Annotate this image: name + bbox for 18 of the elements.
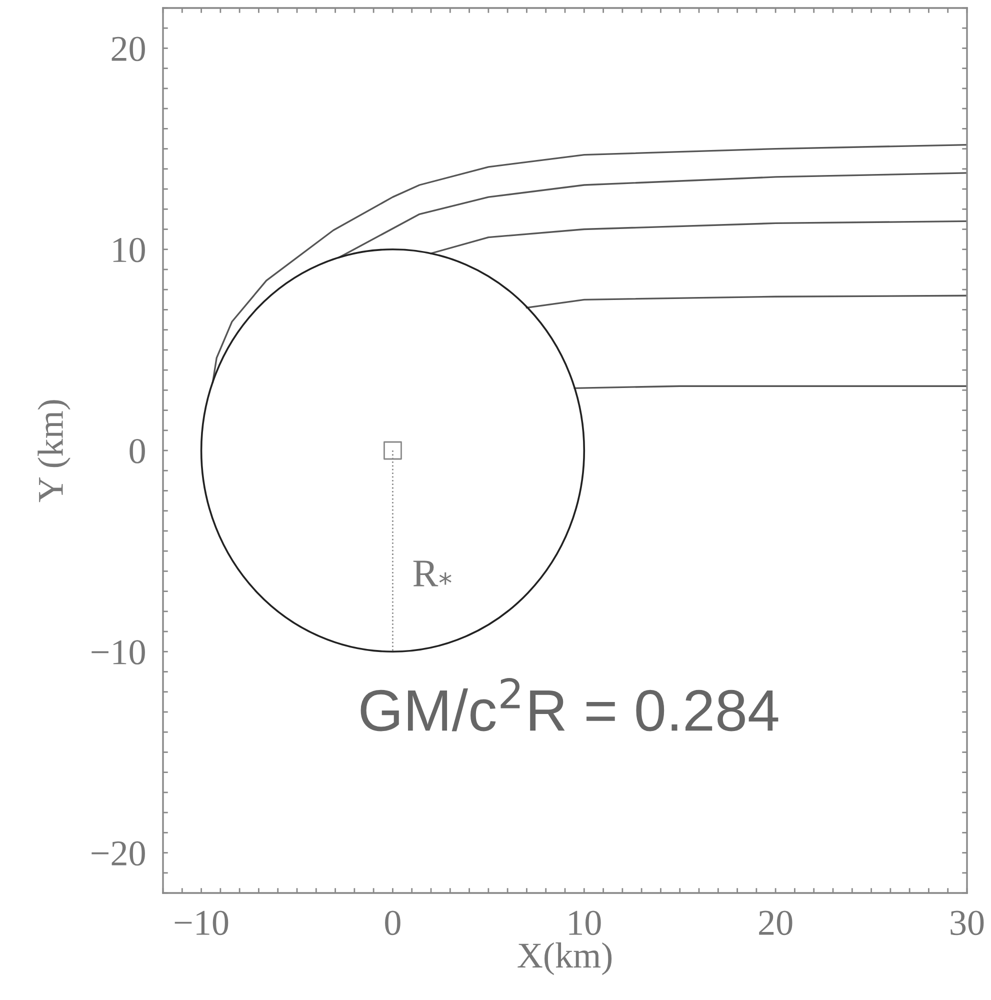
y-tick-label: 10: [113, 238, 145, 262]
line-series: [338, 172, 967, 258]
y-tick-label: −20: [92, 841, 145, 866]
y-tick-label: 0: [130, 439, 145, 464]
line-series: [212, 144, 967, 383]
y-tick-label: −10: [92, 640, 145, 665]
annotation: R$_{*}$: [413, 560, 452, 586]
annotation: GM/c$^{2}$R = 0.284: [360, 678, 778, 732]
y-axis-title: Y (km): [38, 400, 70, 502]
line-series: [526, 294, 967, 309]
x-axis-title: X(km): [518, 942, 612, 976]
x-tick-label: 30: [950, 910, 984, 936]
y-tick-label: 20: [112, 36, 145, 62]
x-tick-label: 20: [759, 910, 792, 936]
line-series: [430, 220, 967, 254]
x-tick-label: 10: [569, 910, 601, 936]
x-tick-label: 0: [385, 910, 400, 936]
x-tick-label: −10: [174, 910, 228, 936]
